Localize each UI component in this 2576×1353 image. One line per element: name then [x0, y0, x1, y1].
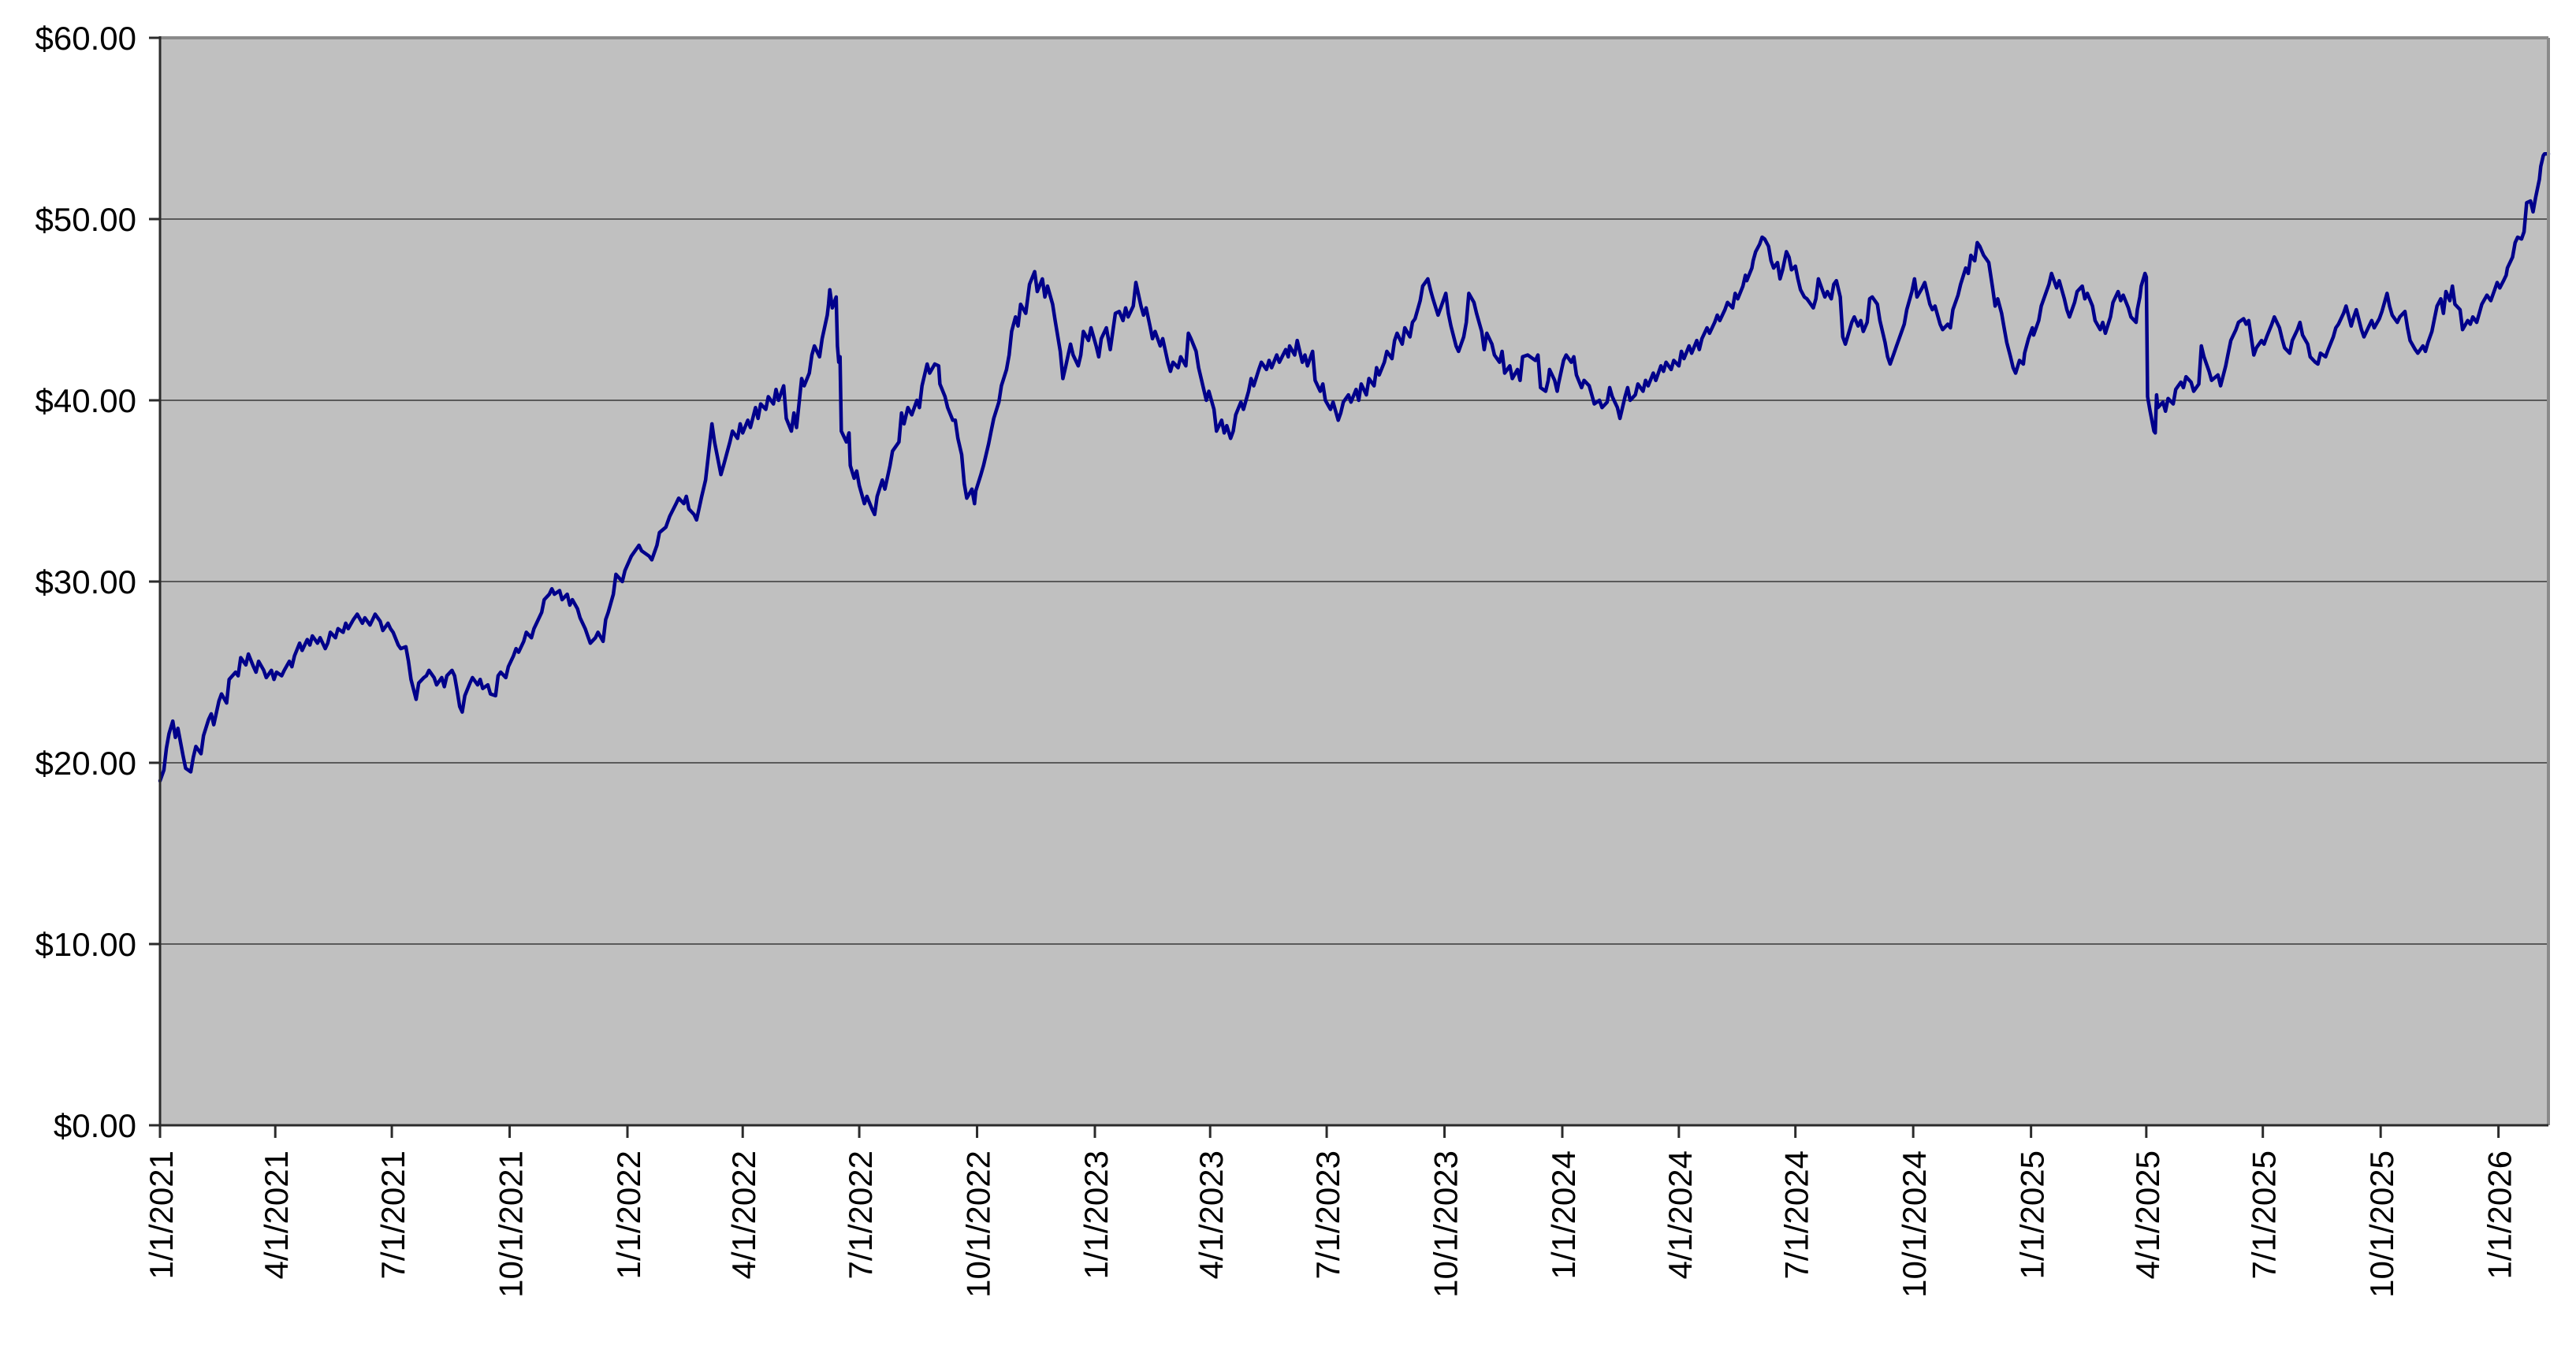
- gridlines-group: [160, 218, 2548, 945]
- x-axis-label: 4/1/2021: [258, 1150, 295, 1280]
- x-axis-label: 1/1/2025: [2014, 1150, 2051, 1280]
- x-axis-label: 4/1/2022: [725, 1150, 762, 1280]
- x-axis-label: 1/1/2024: [1545, 1150, 1582, 1280]
- x-axis-label: 10/1/2025: [2363, 1150, 2400, 1298]
- x-axis-label: 10/1/2023: [1428, 1150, 1465, 1298]
- y-axis-label: $60.00: [35, 20, 136, 57]
- y-axis-label: $30.00: [35, 563, 136, 600]
- x-axis-label: 4/1/2023: [1193, 1150, 1230, 1280]
- x-axis-label: 10/1/2022: [960, 1150, 997, 1298]
- x-axis-label: 4/1/2025: [2129, 1150, 2166, 1280]
- x-axis-label: 7/1/2024: [1778, 1150, 1815, 1280]
- y-axis-label: $0.00: [54, 1107, 136, 1144]
- x-axis-label: 4/1/2024: [1662, 1150, 1699, 1280]
- price-series-group: [158, 151, 2551, 783]
- x-axis-label: 10/1/2021: [493, 1150, 530, 1298]
- y-axis-label: $50.00: [35, 201, 136, 238]
- y-axis-label: $20.00: [35, 745, 136, 782]
- y-axis-label: $40.00: [35, 382, 136, 419]
- x-axis-label: 7/1/2023: [1309, 1150, 1346, 1280]
- y-axis-label: $10.00: [35, 926, 136, 963]
- x-axis-label: 1/1/2026: [2481, 1150, 2518, 1280]
- x-axis-label: 7/1/2025: [2246, 1150, 2283, 1280]
- x-axis-label: 10/1/2024: [1896, 1150, 1933, 1298]
- x-axis-label: 7/1/2022: [842, 1150, 879, 1280]
- x-axis-label: 1/1/2021: [143, 1150, 180, 1280]
- x-axis-label: 1/1/2023: [1078, 1150, 1115, 1280]
- price-line: [158, 151, 2551, 783]
- x-axis-label: 7/1/2021: [374, 1150, 411, 1280]
- axes-group: [149, 36, 2550, 1138]
- axis-labels-group: $0.00 $10.00 $20.00 $30.00 $40.00 $50.00 $60.0…: [35, 20, 2518, 1298]
- x-axis-label: 1/1/2022: [610, 1150, 647, 1280]
